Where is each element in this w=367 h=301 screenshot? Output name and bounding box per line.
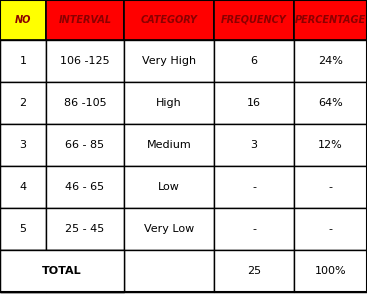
Bar bbox=[214, 166, 294, 208]
Bar bbox=[294, 124, 367, 166]
Text: 12%: 12% bbox=[318, 140, 343, 150]
Bar bbox=[214, 0, 294, 40]
Bar bbox=[214, 124, 294, 166]
Bar bbox=[214, 208, 294, 250]
Text: NO: NO bbox=[15, 15, 31, 25]
Bar bbox=[294, 40, 367, 82]
Bar bbox=[46, 208, 124, 250]
Text: 3: 3 bbox=[251, 140, 258, 150]
Text: 1: 1 bbox=[19, 56, 26, 66]
Text: Medium: Medium bbox=[147, 140, 191, 150]
Bar bbox=[294, 166, 367, 208]
Text: FREQUENCY: FREQUENCY bbox=[221, 15, 287, 25]
Bar bbox=[124, 250, 214, 292]
Text: 6: 6 bbox=[251, 56, 258, 66]
Text: 66 - 85: 66 - 85 bbox=[65, 140, 105, 150]
Text: Very Low: Very Low bbox=[144, 224, 194, 234]
Bar bbox=[0, 0, 46, 40]
Text: 4: 4 bbox=[19, 182, 26, 192]
Text: CATEGORY: CATEGORY bbox=[141, 15, 197, 25]
Bar bbox=[0, 208, 46, 250]
Bar bbox=[124, 208, 214, 250]
Bar bbox=[294, 208, 367, 250]
Bar bbox=[214, 82, 294, 124]
Text: -: - bbox=[328, 224, 333, 234]
Text: Low: Low bbox=[158, 182, 180, 192]
Text: INTERVAL: INTERVAL bbox=[58, 15, 112, 25]
Bar bbox=[294, 0, 367, 40]
Bar bbox=[46, 0, 124, 40]
Text: -: - bbox=[252, 182, 256, 192]
Bar bbox=[46, 40, 124, 82]
Text: 106 -125: 106 -125 bbox=[60, 56, 110, 66]
Bar bbox=[214, 250, 294, 292]
Bar bbox=[124, 82, 214, 124]
Text: 16: 16 bbox=[247, 98, 261, 108]
Text: 3: 3 bbox=[19, 140, 26, 150]
Text: 25 - 45: 25 - 45 bbox=[65, 224, 105, 234]
Bar bbox=[0, 124, 46, 166]
Text: 46 - 65: 46 - 65 bbox=[65, 182, 105, 192]
Text: 2: 2 bbox=[19, 98, 26, 108]
Bar bbox=[124, 166, 214, 208]
Bar bbox=[46, 250, 124, 292]
Text: 25: 25 bbox=[247, 266, 261, 276]
Text: 64%: 64% bbox=[318, 98, 343, 108]
Bar bbox=[0, 166, 46, 208]
Bar bbox=[294, 250, 367, 292]
Bar bbox=[124, 124, 214, 166]
Bar bbox=[214, 40, 294, 82]
Bar bbox=[294, 82, 367, 124]
Bar bbox=[46, 166, 124, 208]
Text: High: High bbox=[156, 98, 182, 108]
Text: 24%: 24% bbox=[318, 56, 343, 66]
Bar bbox=[0, 40, 46, 82]
Text: TOTAL: TOTAL bbox=[42, 266, 82, 276]
Text: 5: 5 bbox=[19, 224, 26, 234]
Bar bbox=[124, 40, 214, 82]
Bar bbox=[0, 250, 46, 292]
Bar bbox=[124, 0, 214, 40]
Bar bbox=[0, 82, 46, 124]
Text: Very High: Very High bbox=[142, 56, 196, 66]
Bar bbox=[46, 82, 124, 124]
Bar bbox=[0, 250, 124, 292]
Text: -: - bbox=[252, 224, 256, 234]
Text: PERCENTAGE: PERCENTAGE bbox=[295, 15, 366, 25]
Bar bbox=[46, 124, 124, 166]
Text: 100%: 100% bbox=[315, 266, 346, 276]
Text: 86 -105: 86 -105 bbox=[64, 98, 106, 108]
Text: -: - bbox=[328, 182, 333, 192]
